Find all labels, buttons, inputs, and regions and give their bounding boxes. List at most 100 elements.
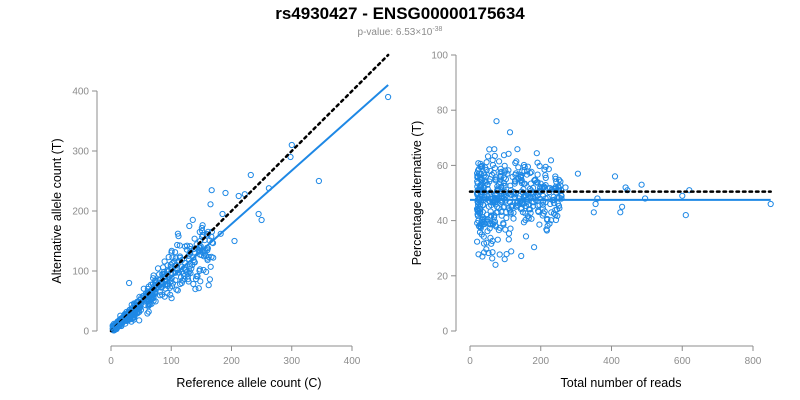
data-point xyxy=(502,226,509,233)
data-point xyxy=(479,221,486,228)
data-point xyxy=(524,163,532,170)
data-point xyxy=(490,169,497,176)
data-point xyxy=(480,214,487,221)
data-point xyxy=(494,236,501,243)
data-point xyxy=(617,209,624,216)
data-point xyxy=(176,242,183,249)
data-point xyxy=(503,214,510,222)
data-point xyxy=(547,157,555,164)
data-point xyxy=(520,180,527,187)
data-point xyxy=(144,310,151,317)
data-point xyxy=(548,209,555,216)
data-point xyxy=(126,279,133,287)
data-point xyxy=(145,290,152,297)
data-point xyxy=(166,284,173,291)
data-points xyxy=(109,93,392,334)
data-point xyxy=(501,180,508,187)
data-point xyxy=(474,187,481,194)
x-tick-label: 100 xyxy=(163,356,180,367)
data-point xyxy=(558,195,565,202)
data-point xyxy=(183,242,191,249)
data-point xyxy=(195,285,202,292)
data-point xyxy=(524,168,531,175)
data-point xyxy=(513,158,520,165)
data-point xyxy=(537,184,544,191)
data-point xyxy=(484,228,491,235)
data-point xyxy=(500,221,507,228)
data-point xyxy=(507,210,514,217)
p-value-mantissa: 6.53 xyxy=(396,27,416,38)
percentage-panel: 0 200 400 600 800 0 20 40 60 80 100 Total number of… xyxy=(410,51,774,390)
data-point xyxy=(287,153,294,161)
data-point xyxy=(184,276,192,283)
y-axis-label: Alternative allele count (T) xyxy=(50,138,64,283)
data-point xyxy=(174,230,181,237)
y-tick-label: 100 xyxy=(431,51,448,62)
data-point xyxy=(536,221,543,228)
data-point xyxy=(501,203,508,210)
data-point xyxy=(168,295,175,302)
data-point xyxy=(492,198,499,205)
data-point xyxy=(140,285,147,292)
y-tick-label: 20 xyxy=(437,271,449,282)
data-point xyxy=(186,268,193,275)
data-point xyxy=(491,214,498,221)
data-point xyxy=(505,236,512,243)
data-point xyxy=(498,192,505,199)
x-tick-label: 600 xyxy=(674,356,691,367)
data-point xyxy=(154,265,162,272)
data-point xyxy=(540,192,547,200)
data-point xyxy=(555,202,563,209)
data-point xyxy=(164,289,171,297)
data-point xyxy=(255,210,262,218)
data-point xyxy=(488,212,495,219)
data-point xyxy=(520,161,528,169)
data-point xyxy=(167,261,174,268)
data-point xyxy=(153,277,160,284)
data-point xyxy=(495,227,502,234)
data-point xyxy=(527,209,534,217)
data-point xyxy=(191,235,198,242)
data-point xyxy=(168,247,175,254)
y-tick-label: 200 xyxy=(72,207,89,218)
p-value-prefix: p-value: xyxy=(358,27,396,38)
data-point xyxy=(507,182,514,189)
y-tick-label: 100 xyxy=(72,267,89,278)
data-point xyxy=(247,171,254,179)
data-point xyxy=(543,226,550,233)
p-value-times: ×10 xyxy=(415,27,432,38)
fit-line xyxy=(110,84,389,332)
data-point xyxy=(504,170,511,177)
data-point xyxy=(638,181,645,188)
data-point xyxy=(177,280,184,288)
data-point xyxy=(474,180,481,187)
data-point xyxy=(531,244,538,251)
data-point xyxy=(686,187,693,194)
data-point xyxy=(475,217,482,224)
y-tick-label: 400 xyxy=(72,87,89,98)
data-point xyxy=(483,166,490,174)
data-point xyxy=(767,200,774,208)
data-point xyxy=(497,165,504,172)
data-point xyxy=(175,233,182,240)
data-point xyxy=(495,205,502,212)
x-axis-label: Total number of reads xyxy=(561,376,682,390)
data-point xyxy=(480,240,488,247)
data-point xyxy=(235,192,242,200)
data-point xyxy=(501,169,508,176)
data-point xyxy=(487,167,494,175)
data-point xyxy=(481,172,488,179)
data-point xyxy=(475,165,483,172)
data-point xyxy=(163,278,171,285)
y-tick-label: 40 xyxy=(437,216,449,227)
data-point xyxy=(475,160,482,167)
data-point xyxy=(556,205,563,212)
data-point xyxy=(682,212,689,219)
data-point xyxy=(161,258,168,265)
data-point xyxy=(544,222,551,229)
data-point xyxy=(475,202,482,209)
data-point xyxy=(511,191,518,198)
data-point xyxy=(497,172,504,180)
data-point xyxy=(477,176,484,183)
